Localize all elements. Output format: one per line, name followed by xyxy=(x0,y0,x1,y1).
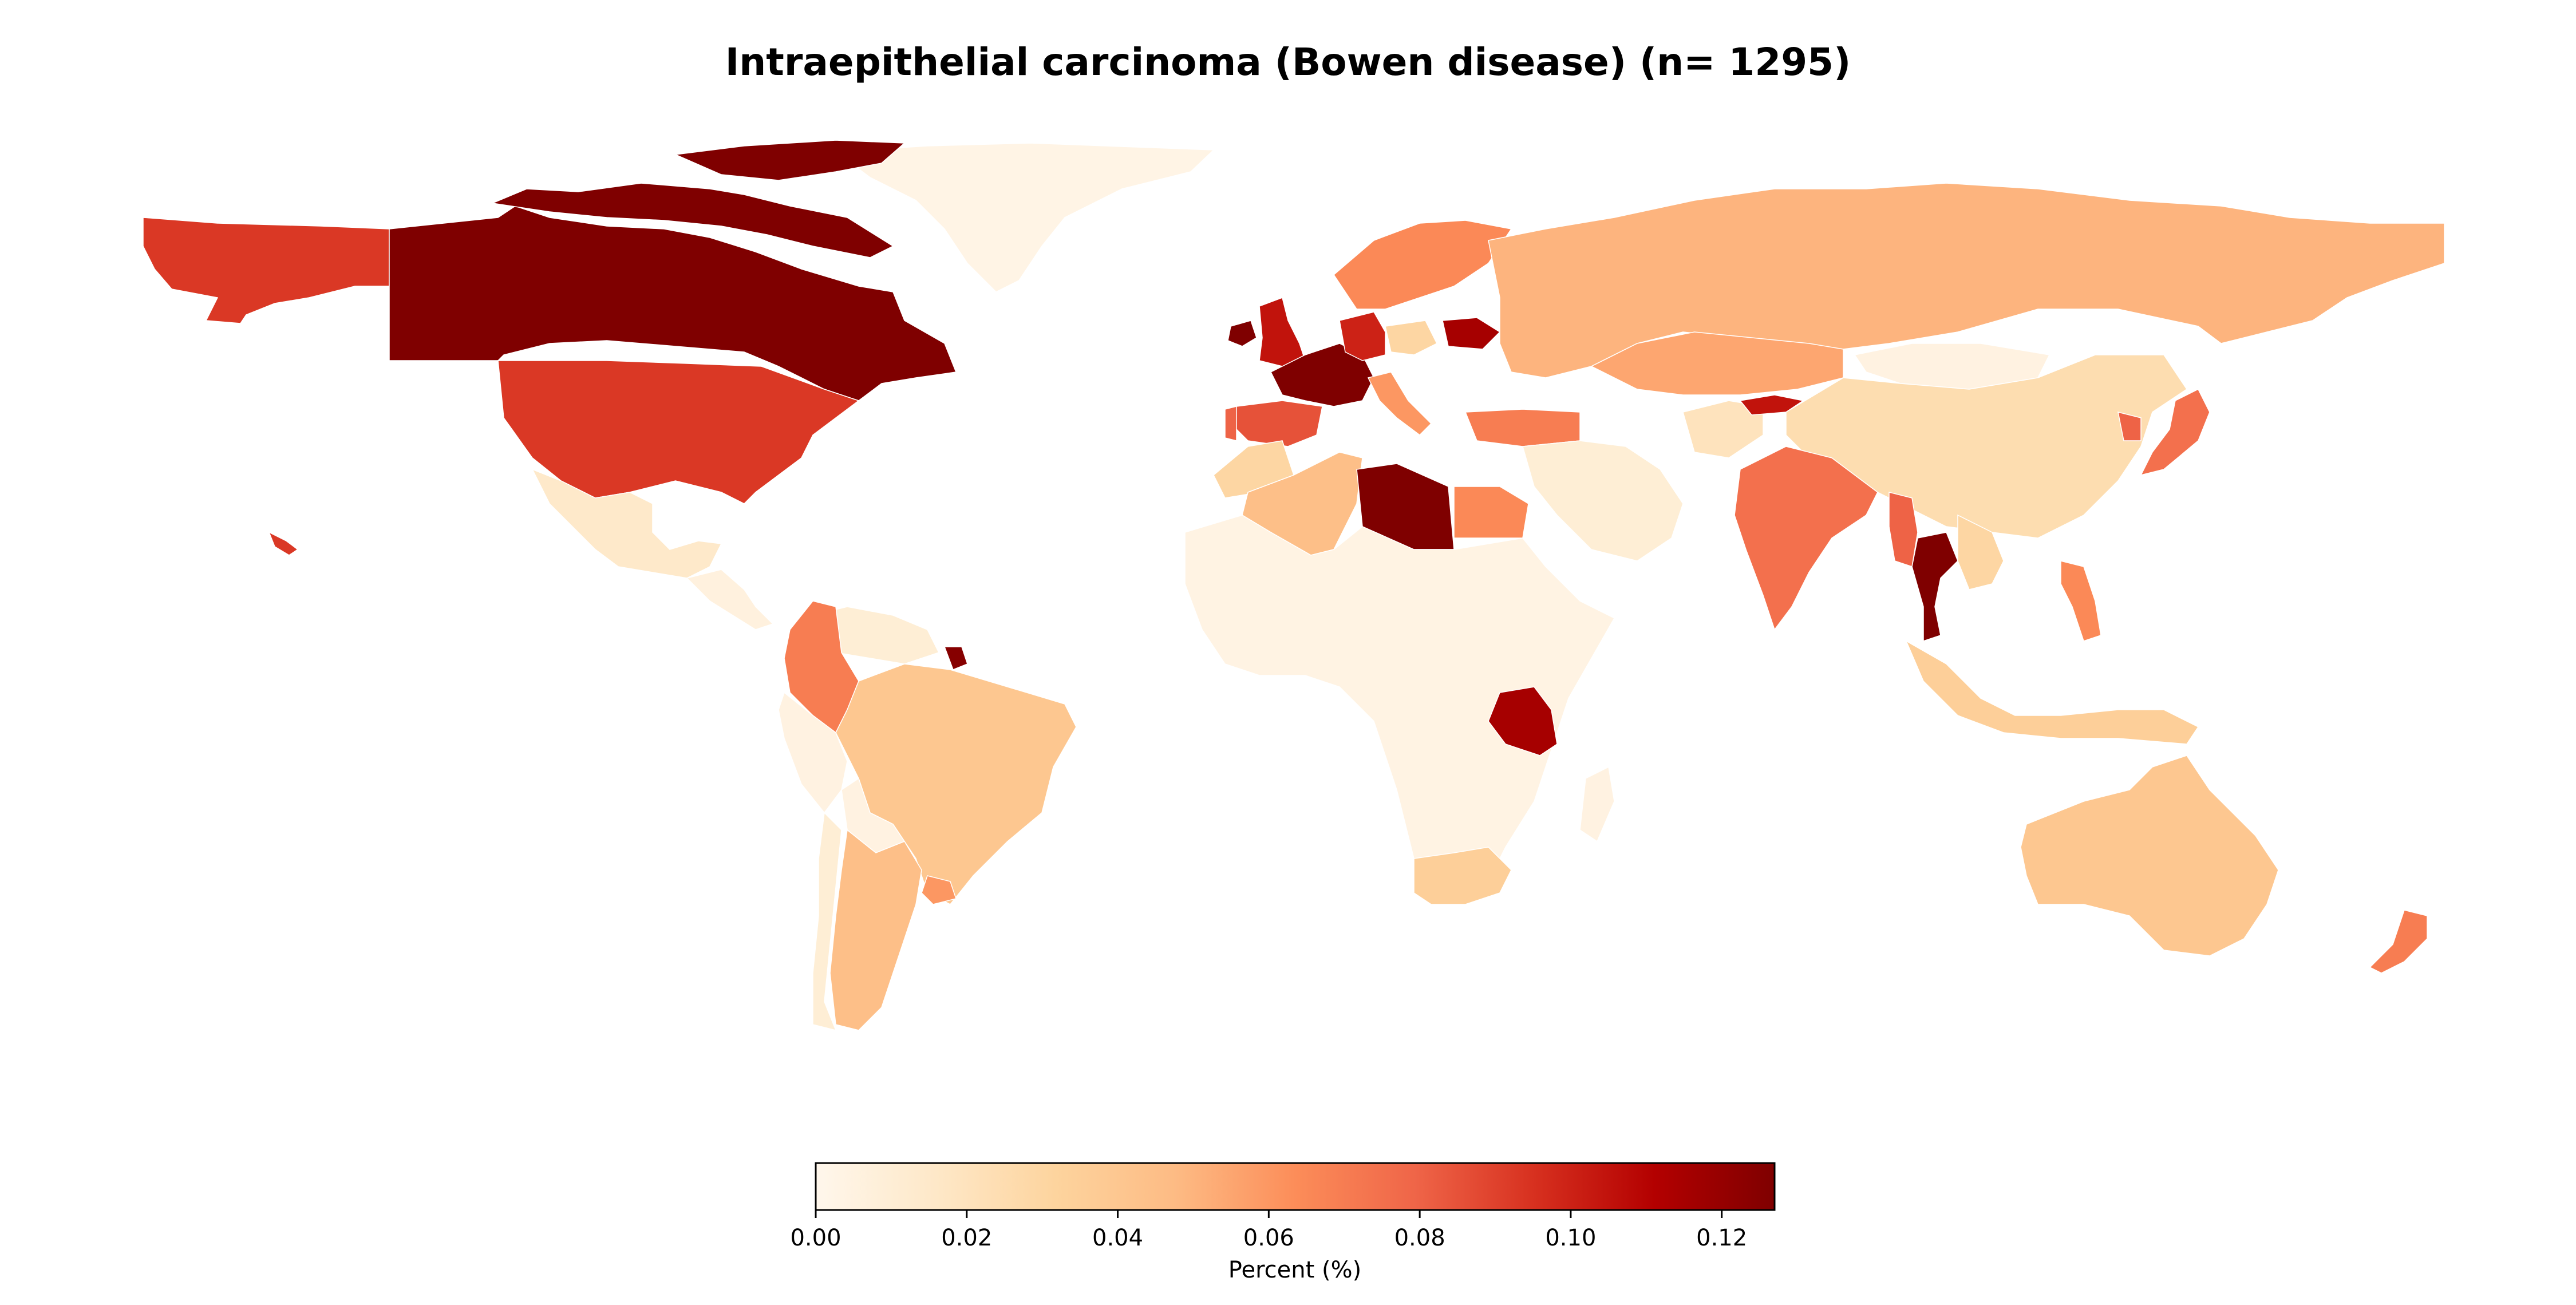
region-canada xyxy=(674,140,906,181)
region-greenland xyxy=(834,143,1215,292)
colorbar-gradient xyxy=(815,1162,1776,1211)
region-argentina xyxy=(829,829,922,1031)
region-philippines xyxy=(2060,560,2101,642)
region-poland xyxy=(1385,320,1438,355)
colorbar-tick-label: 0.04 xyxy=(1092,1225,1143,1251)
region-canada xyxy=(389,205,957,401)
region-madagascar xyxy=(1579,766,1615,843)
region-japan xyxy=(2140,388,2210,476)
region-indonesia xyxy=(1905,640,2199,745)
region-hawaii xyxy=(268,531,299,556)
region-portugal xyxy=(1224,406,1237,441)
region-french-guiana xyxy=(943,646,968,670)
region-belarus xyxy=(1442,317,1501,350)
region-chile xyxy=(812,812,842,1031)
region-canada xyxy=(491,183,894,258)
region-kazakhstan xyxy=(1590,331,1844,396)
region-vietnam xyxy=(1957,514,2004,590)
colorbar-tick-label: 0.10 xyxy=(1545,1225,1596,1251)
region-brazil xyxy=(835,663,1077,905)
region-ireland xyxy=(1227,320,1257,347)
region-central-america xyxy=(686,569,774,630)
colorbar-label: Percent (%) xyxy=(1228,1257,1361,1283)
colorbar-tick-label: 0.02 xyxy=(941,1225,992,1251)
colorbar-tick-label: 0.12 xyxy=(1696,1225,1747,1251)
region-france xyxy=(1270,343,1374,407)
region-africa-other xyxy=(1184,515,1615,893)
colorbar-tick-label: 0.00 xyxy=(790,1225,841,1251)
region-italy xyxy=(1367,371,1432,436)
region-south-korea xyxy=(2117,411,2142,441)
region-mexico xyxy=(531,468,722,579)
region-uruguay xyxy=(921,875,957,905)
map-title: Intraepithelial carcinoma (Bowen disease… xyxy=(725,40,1851,84)
colorbar-tick-label: 0.08 xyxy=(1394,1225,1445,1251)
region-alaska xyxy=(143,217,390,324)
colorbar-ticks: 0.00 0.02 0.04 0.06 0.08 0.10 0.12 xyxy=(790,1210,1747,1251)
region-australia xyxy=(2020,755,2279,956)
colorbar-tick-label: 0.06 xyxy=(1243,1225,1294,1251)
region-middle-east xyxy=(1522,440,1684,561)
region-afghanistan xyxy=(1682,400,1764,458)
region-thailand xyxy=(1911,532,1958,642)
region-kyrgyzstan xyxy=(1739,394,1804,416)
region-south-africa xyxy=(1413,847,1512,905)
region-india xyxy=(1734,446,1878,631)
region-tanzania xyxy=(1488,686,1558,756)
region-scandinavia xyxy=(1333,220,1512,310)
region-egypt xyxy=(1453,486,1529,539)
region-germany xyxy=(1339,311,1386,361)
region-peru xyxy=(778,691,848,814)
region-new-zealand xyxy=(2369,909,2428,974)
